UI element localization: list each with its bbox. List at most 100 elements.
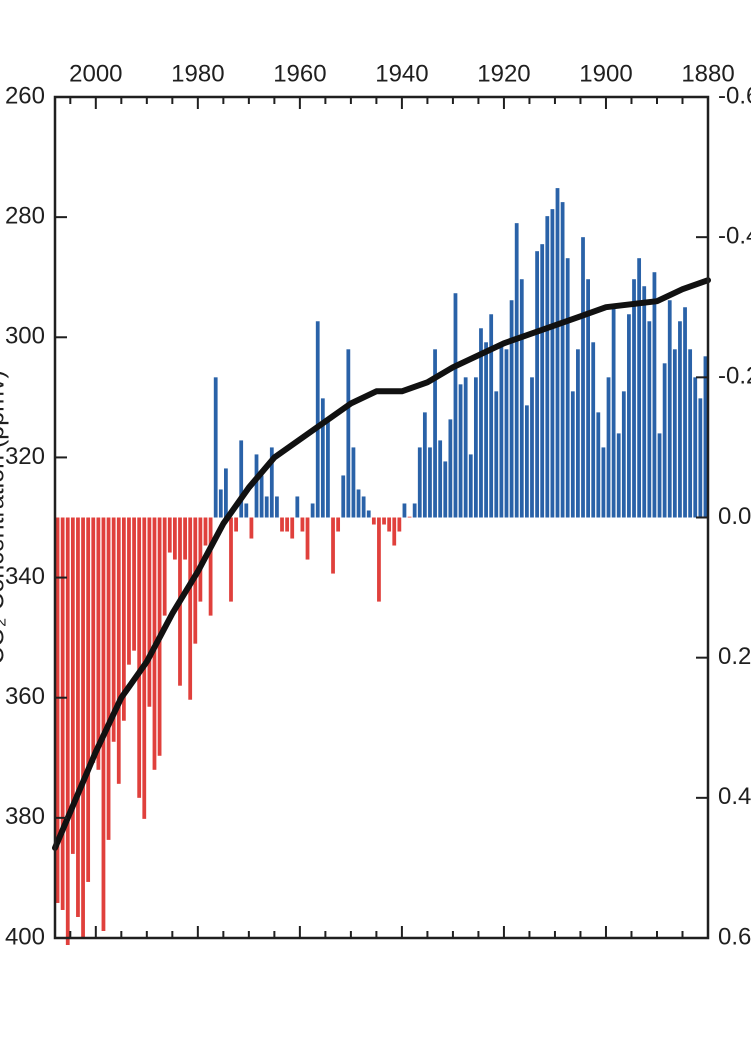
temperature-bar: [611, 307, 616, 518]
axis-titles: Global Temperature Anomaly (°C)CO₂ Conce…: [0, 370, 10, 665]
y2-tick-label: 380: [5, 803, 45, 830]
temperature-bar: [458, 384, 463, 518]
temperature-bar: [565, 258, 570, 518]
temperature-bar: [581, 237, 585, 518]
temperature-bar: [530, 377, 534, 518]
temperature-bar: [188, 517, 193, 700]
y-tick-label: 0.4: [718, 783, 751, 810]
x-tick-label: 1880: [681, 60, 734, 87]
temperature-bar: [96, 517, 101, 770]
temperature-bar: [627, 314, 631, 518]
co2-line-layer: [52, 277, 711, 851]
y-axis-right: 260 280 300 320 340 360 380 400: [5, 82, 67, 950]
temperature-bar: [667, 300, 672, 518]
x-tick-label: 2000: [69, 60, 122, 87]
temperature-bar: [331, 517, 335, 574]
temperature-bar: [448, 419, 453, 518]
temperature-bar: [213, 377, 218, 518]
temperature-bar: [116, 517, 121, 784]
y2-tick-label: 320: [5, 443, 45, 470]
y2-tick-label: 260: [5, 82, 45, 109]
temperature-bar: [234, 517, 238, 532]
temperature-bar: [453, 293, 458, 518]
temperature-bar: [586, 279, 590, 518]
y2-tick-label: 360: [5, 683, 45, 710]
temperature-bar: [86, 517, 91, 882]
temperature-bar: [545, 216, 550, 518]
temperature-bar: [65, 517, 70, 946]
temperature-bar: [499, 342, 504, 518]
temperature-bar: [433, 349, 437, 518]
temperature-bar: [484, 342, 488, 518]
temperature-bar: [535, 251, 539, 518]
temperature-bar: [336, 517, 341, 532]
temperature-bar: [229, 517, 233, 602]
temperature-bar: [463, 377, 468, 518]
y2-tick-label: 400: [5, 923, 45, 950]
temperature-bar: [198, 517, 203, 602]
temperature-bar: [310, 503, 315, 518]
temperature-bar: [504, 349, 509, 518]
temperature-bar: [479, 328, 483, 518]
temperature-bar: [642, 286, 647, 518]
temperature-bar: [183, 517, 187, 560]
temperature-bar: [137, 517, 142, 798]
temperature-bar: [76, 517, 80, 917]
temperature-bar: [672, 349, 677, 518]
temperature-bar: [688, 349, 693, 518]
temperature-bar: [320, 398, 325, 518]
y-axis-left: -0.6 -0.4 -0.2 0.0 0.2 0.4 0.6: [696, 82, 751, 950]
temperature-bar: [591, 342, 596, 518]
temperature-bar: [422, 412, 427, 518]
temperature-bar: [224, 468, 228, 518]
temperature-bar: [601, 447, 606, 518]
temperature-bar: [269, 447, 274, 518]
temperature-bar: [417, 447, 422, 518]
y-tick-label: -0.6: [718, 82, 751, 109]
temperature-bar: [443, 461, 448, 518]
temperature-bar: [514, 223, 519, 518]
temperature-bar: [596, 412, 601, 518]
temperature-bar: [239, 440, 244, 518]
temperature-bar: [132, 517, 136, 651]
y-tick-label: 0.0: [718, 503, 751, 530]
temperature-bar: [621, 391, 626, 518]
temperature-bar: [264, 496, 269, 518]
temperature-bar: [438, 440, 443, 518]
y-tick-label: -0.2: [718, 363, 751, 390]
temperature-bar: [244, 503, 249, 518]
x-tick-label: 1960: [273, 60, 326, 87]
temperature-bar: [473, 377, 478, 518]
y2-tick-label: 280: [5, 202, 45, 229]
temperature-bar: [91, 517, 96, 763]
temperature-bar: [683, 307, 687, 518]
temperature-bar: [162, 517, 167, 616]
y2-tick-label: 340: [5, 563, 45, 590]
temperature-bar: [361, 496, 366, 518]
temperature-bar: [127, 517, 131, 665]
temperature-bar: [560, 202, 565, 518]
temperature-bar: [519, 279, 524, 518]
temperature-bar: [525, 405, 529, 518]
temperature-bar: [428, 447, 432, 518]
temperature-bar: [259, 475, 264, 518]
temperature-bar: [167, 517, 172, 553]
temperature-bar: [366, 510, 371, 518]
temperature-bar: [351, 447, 356, 518]
temperature-bar: [616, 433, 621, 518]
temperature-bar: [106, 517, 111, 840]
co2-line: [52, 277, 711, 851]
x-tick-label: 1940: [375, 60, 428, 87]
x-axis: 1880 1900 1920 1940 1960 1980 2000: [69, 60, 735, 938]
temperature-bar: [290, 517, 295, 539]
y-tick-label: 0.2: [718, 643, 751, 670]
temperature-bar: [285, 517, 290, 532]
y2-tick-label: 300: [5, 323, 45, 350]
temperature-bar: [280, 517, 284, 532]
temperature-bar: [657, 433, 662, 518]
temperature-bar: [208, 517, 213, 616]
temperature-bar: [468, 454, 473, 518]
temperature-bar: [555, 188, 560, 518]
temperature-bar: [678, 321, 682, 518]
